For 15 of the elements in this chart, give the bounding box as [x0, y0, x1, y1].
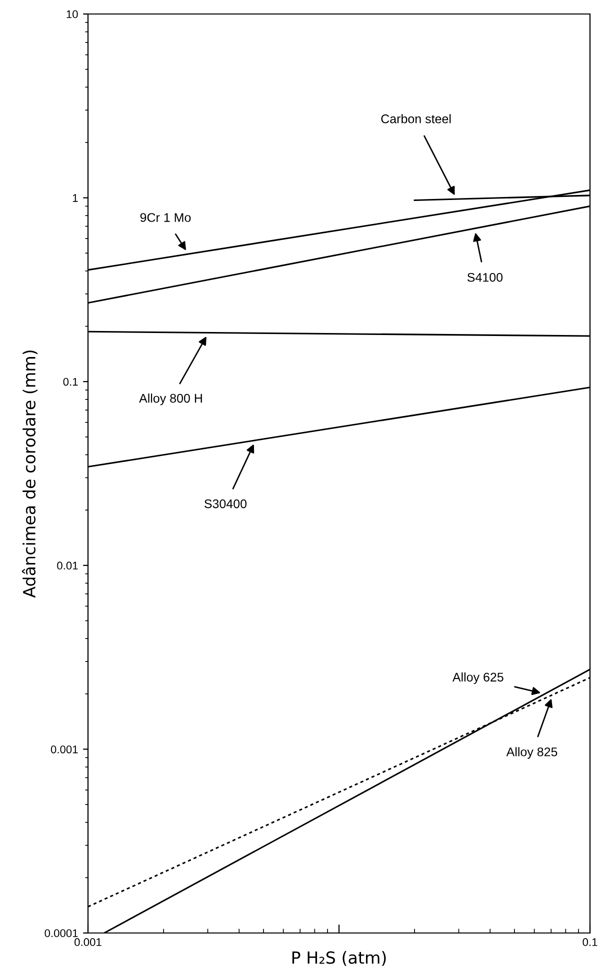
y-tick-label: 1	[72, 194, 78, 202]
text: S30400	[204, 499, 247, 508]
y-tick-label: 0.01	[57, 562, 78, 570]
text: Carbon steel	[381, 114, 451, 124]
y-tick-label: 0.001	[50, 745, 78, 754]
legend-label: S4100	[467, 272, 503, 282]
text: Alloy 825	[506, 747, 558, 759]
y-tick-label: 0.0001	[44, 929, 78, 938]
x-axis-title: P H₂S (atm)	[292, 951, 386, 966]
text: 9Cr 1 Mo	[140, 213, 191, 222]
text: Alloy 625	[452, 672, 504, 684]
y-tick-label: 0.1	[63, 378, 78, 386]
y-tick-label: 10	[66, 10, 78, 18]
text: Alloy 800 H	[139, 394, 202, 406]
y-axis-title: Adâncimea de corodare (mm)	[22, 350, 38, 598]
